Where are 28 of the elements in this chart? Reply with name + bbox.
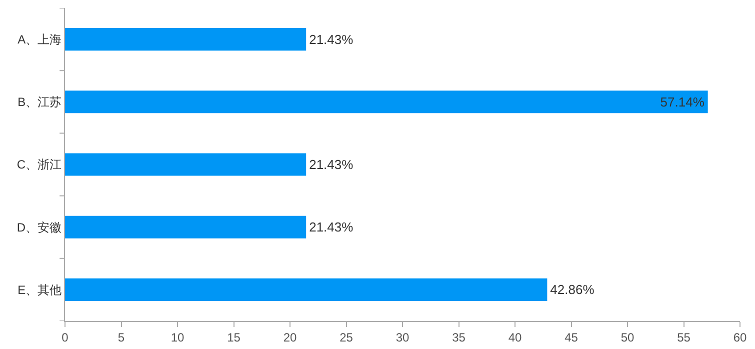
x-tick-label: 35 [452,330,466,344]
bar [65,90,708,114]
y-tick-label: A、上海 [18,32,62,46]
bar [65,153,306,176]
bar [65,278,548,301]
x-tick-label: 60 [733,330,747,344]
data-label: 21.43% [309,32,354,47]
x-tick-label: 25 [340,330,354,344]
data-label: 42.86% [550,282,595,298]
x-tick-label: 0 [62,330,69,344]
data-label: 21.43% [309,157,354,172]
x-tick-label: 30 [396,330,410,344]
y-tick-label: B、江苏 [18,95,62,110]
bar [65,216,306,238]
x-tick-label: 45 [564,330,578,344]
x-tick-label: 40 [508,330,522,344]
bar [65,28,306,51]
data-label: 21.43% [309,220,354,235]
x-tick-label: 10 [170,330,184,344]
y-tick-label: D、安徽 [16,220,62,234]
y-tick-label: C、浙江 [16,158,62,172]
x-tick-label: 55 [677,330,691,344]
x-tick-label: 5 [118,330,125,344]
x-tick-label: 20 [283,330,297,344]
x-tick-label: 15 [227,330,241,344]
y-tick-label: E、其他 [18,282,62,297]
x-tick-label: 50 [620,330,634,344]
data-label: 57.14% [660,94,705,110]
